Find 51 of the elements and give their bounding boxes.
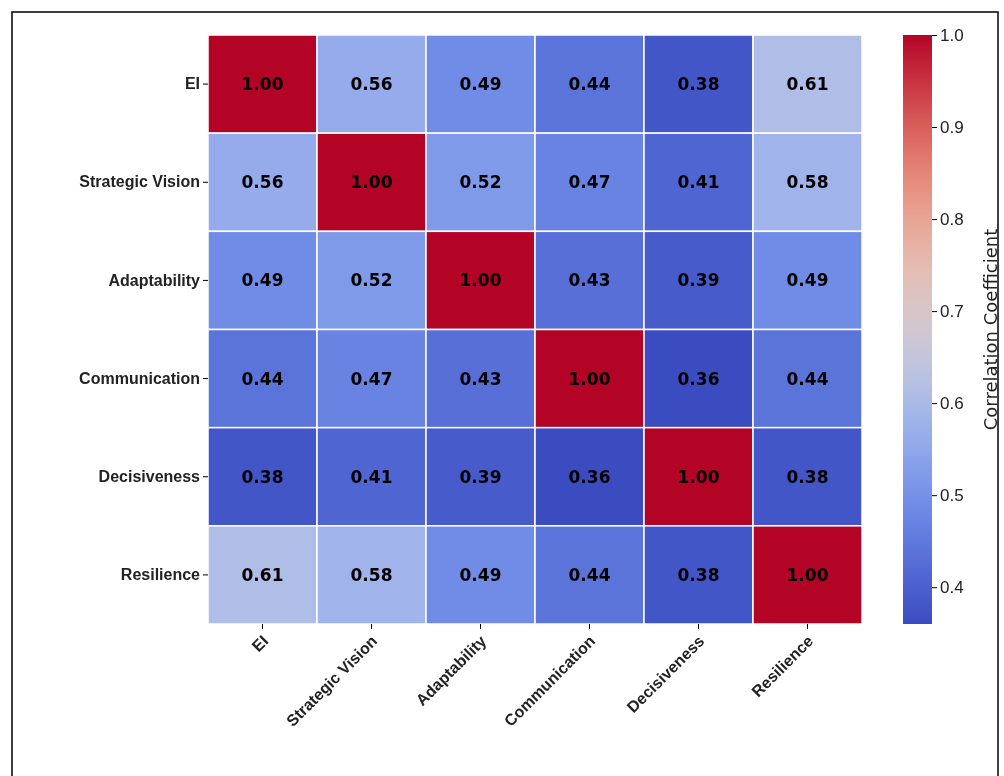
data-label: 1.00 — [350, 172, 393, 193]
color-bar-label: 0.6 — [940, 394, 964, 414]
data-label: 1.00 — [677, 466, 720, 487]
data-label: 0.58 — [350, 564, 393, 585]
data-label: 0.44 — [786, 368, 829, 389]
y-tick-label: Strategic Vision — [79, 173, 200, 191]
y-tick-label: Communication — [79, 369, 200, 387]
data-label: 0.49 — [241, 270, 284, 291]
data-label: 0.41 — [350, 466, 393, 487]
data-label: 0.56 — [241, 172, 284, 193]
data-label: 0.44 — [568, 74, 611, 95]
data-label: 0.39 — [677, 270, 720, 291]
y-tick-label: Decisiveness — [98, 467, 201, 485]
data-label: 0.52 — [459, 172, 502, 193]
data-label: 0.58 — [786, 172, 829, 193]
color-bar-label: 0.7 — [940, 302, 964, 322]
data-label: 0.38 — [241, 466, 284, 487]
data-label: 0.44 — [241, 368, 284, 389]
data-label: 0.61 — [241, 564, 284, 585]
color-bar-label: 0.9 — [940, 117, 964, 137]
color-bar-label: 1.0 — [940, 25, 964, 45]
color-bar-title: Correlation Coefficient — [980, 228, 1001, 431]
color-bar-label: 0.5 — [940, 486, 964, 506]
data-label: 0.44 — [568, 564, 611, 585]
data-label: 0.61 — [786, 74, 829, 95]
data-label: 1.00 — [459, 270, 502, 291]
y-tick-label: Adaptability — [108, 271, 201, 289]
data-label: 1.00 — [786, 564, 829, 585]
data-label: 0.49 — [786, 270, 829, 291]
data-label: 1.00 — [241, 74, 284, 95]
x-tick-label: EI — [248, 632, 272, 655]
data-label: 0.49 — [459, 74, 502, 95]
data-label: 0.43 — [568, 270, 611, 291]
color-bar-label: 0.4 — [940, 578, 964, 598]
data-label: 0.36 — [677, 368, 720, 389]
data-label: 0.38 — [677, 564, 720, 585]
data-label: 0.56 — [350, 74, 393, 95]
data-label: 1.00 — [568, 368, 611, 389]
data-label: 0.36 — [568, 466, 611, 487]
data-label: 0.38 — [677, 74, 720, 95]
y-tick-label: Resilience — [120, 566, 201, 584]
y-tick-label: EI — [184, 75, 200, 93]
data-label: 0.47 — [568, 172, 611, 193]
color-bar-label: 0.8 — [940, 210, 964, 229]
data-label: 0.52 — [350, 270, 393, 291]
data-label: 0.41 — [677, 172, 720, 193]
data-label: 0.49 — [459, 564, 502, 585]
data-label: 0.39 — [459, 466, 502, 487]
data-label: 0.47 — [350, 368, 393, 389]
data-label: 0.43 — [459, 368, 502, 389]
data-label: 0.38 — [786, 466, 829, 487]
